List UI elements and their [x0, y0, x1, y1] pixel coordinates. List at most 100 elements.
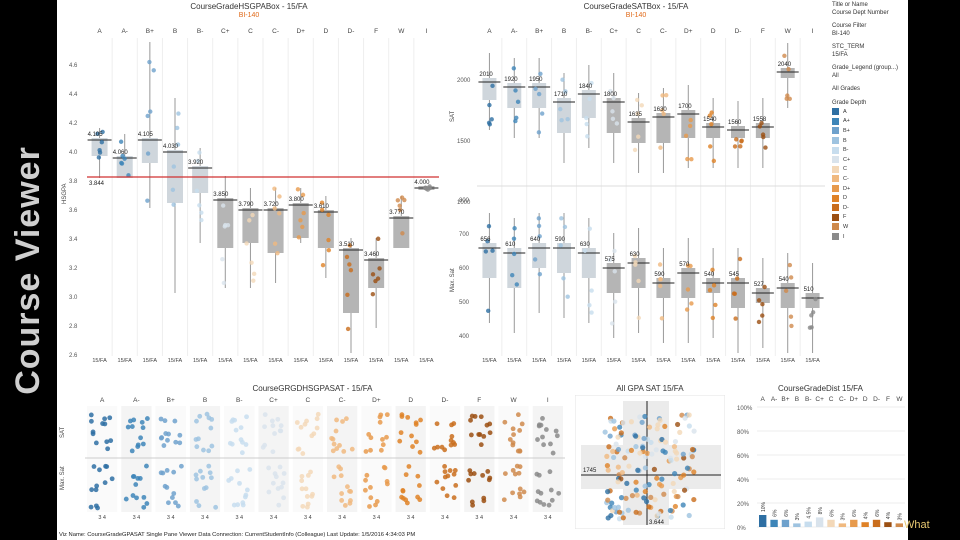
legend-item-label: A+	[843, 118, 850, 125]
data-point	[646, 504, 652, 510]
hsgpa-foot-row: 15/FA 15/FA 15/FA 15/FA 15/FA 15/FA 15/FA 15/FA…	[87, 358, 439, 364]
data-point	[347, 243, 353, 248]
data-point	[384, 412, 390, 418]
gpasat-plot[interactable]	[85, 406, 565, 514]
data-point	[222, 224, 228, 229]
data-point	[345, 484, 350, 490]
legend-item-label: D	[843, 195, 847, 202]
legend-item[interactable]: F	[832, 213, 905, 223]
legend-item[interactable]: D+	[832, 184, 905, 194]
median-label: 1700	[678, 104, 692, 110]
data-point	[162, 483, 168, 489]
grade-column-header: C+	[221, 28, 230, 35]
dist-panel[interactable]: CourseGradeDist 15/FA A A- B+ B B- C+ C C- D+ D D-…	[733, 382, 908, 530]
legend-item[interactable]: W	[832, 222, 905, 232]
data-point	[786, 66, 791, 72]
data-point	[304, 418, 309, 424]
data-point	[628, 419, 635, 425]
legend-item[interactable]: A+	[832, 117, 905, 127]
data-point	[221, 280, 227, 286]
box	[192, 166, 209, 193]
data-point	[470, 502, 476, 508]
gpasat-panel[interactable]: CourseGRGDHSGPASAT - 15/FA A A- B+ B B- C+ C C-…	[57, 382, 568, 530]
facet-background	[189, 406, 221, 512]
axis-tick: 700	[459, 232, 470, 238]
data-point	[756, 298, 762, 303]
box	[780, 68, 795, 78]
data-point	[100, 129, 105, 135]
data-point	[643, 498, 650, 505]
data-point	[425, 187, 431, 192]
legend-item[interactable]: A	[832, 107, 905, 117]
data-point	[502, 471, 508, 476]
sat-box-panel[interactable]: CourseGradeSATBox - 15/FA BI-140 A A- B+ B B…	[445, 0, 827, 378]
course-filter-value[interactable]: BI-140	[832, 30, 850, 37]
legend-item[interactable]: B+	[832, 126, 905, 136]
data-point	[171, 164, 177, 169]
sat-plot[interactable]: 2010 1920 1950 1710 1840 1800 1635 1630 1700 1540…	[477, 38, 825, 356]
data-point	[649, 451, 655, 457]
data-point	[381, 464, 387, 470]
legend-item[interactable]: D	[832, 193, 905, 203]
data-point	[177, 432, 183, 438]
data-point	[733, 316, 738, 321]
data-point	[178, 463, 184, 469]
data-point	[739, 138, 744, 143]
data-point	[410, 444, 415, 449]
scatter-panel[interactable]: All GPA SAT 15/FA 1745 3.644	[571, 382, 729, 530]
hsgpa-panel-title: CourseGradeHSGPABox - 15/FA	[190, 2, 308, 11]
data-point	[199, 217, 204, 223]
data-point	[668, 514, 674, 520]
data-point	[144, 416, 150, 421]
data-point	[158, 435, 164, 441]
data-point	[633, 479, 639, 485]
grade-column-header: W	[784, 28, 791, 35]
grade-column-header: D-	[441, 397, 449, 404]
dist-plot[interactable]: 10% 6% 6% 3% 4.5% 8% 6% 3% 6% 4% 6% 4% 3%	[757, 405, 905, 529]
median-label: 3.720	[264, 202, 280, 208]
all-grades-option[interactable]: All Grades	[832, 86, 861, 92]
data-point	[656, 511, 662, 517]
grade-column-header: C	[305, 397, 311, 404]
hsgpa-plot[interactable]: 4.105 4.060 4.105 4.030 3.920 3.850 3.790 3.720…	[87, 38, 439, 356]
data-point	[173, 439, 179, 445]
gpasat-foot-row: 3 4 3 4 3 4 3 4 3 4 3 4 3 4 3 4 3 4 3 4 3 4 3 4 3 4 3…	[85, 515, 565, 521]
sat-axis-bottom-label: Max. Sat	[450, 268, 456, 292]
grade-legend-value[interactable]: All	[832, 72, 839, 79]
grade-column-header: C-	[839, 396, 846, 403]
grade-column-header: D	[710, 28, 716, 35]
scatter-plot[interactable]: 1745 3.644	[575, 395, 725, 529]
data-point	[737, 256, 743, 262]
sat-axis-top-label: SAT	[450, 110, 456, 122]
data-point	[635, 97, 640, 103]
data-point	[280, 480, 286, 486]
dist-grade-header: A A- B+ B B- C+ C C- D+ D D- F W	[757, 396, 905, 403]
legend-item[interactable]: B	[832, 136, 905, 146]
legend-item[interactable]: C-	[832, 174, 905, 184]
data-point	[244, 487, 250, 493]
legend-item[interactable]: C+	[832, 155, 905, 165]
legend-swatch	[832, 156, 839, 164]
data-point	[639, 419, 645, 425]
data-point	[417, 449, 423, 455]
hsgpa-box-panel[interactable]: CourseGradeHSGPABox - 15/FA BI-140 A A- B+…	[57, 0, 441, 378]
legend-item[interactable]: I	[832, 232, 905, 242]
dist-panel-title: CourseGradeDist 15/FA	[778, 384, 863, 393]
data-point	[147, 59, 152, 65]
data-point	[490, 248, 495, 253]
median-label: 630	[630, 252, 641, 258]
data-point	[336, 464, 342, 470]
legend-item[interactable]: C	[832, 165, 905, 175]
data-point	[660, 93, 665, 98]
legend-item[interactable]: B-	[832, 145, 905, 155]
data-point	[370, 272, 376, 277]
grade-column-header: D	[408, 397, 414, 404]
data-point	[589, 288, 594, 293]
data-point	[326, 237, 331, 243]
data-point	[195, 158, 201, 164]
legend-item[interactable]: D-	[832, 203, 905, 213]
term-filter-value[interactable]: 15/FA	[832, 51, 848, 58]
data-point	[451, 421, 457, 426]
data-point	[561, 276, 566, 281]
bar	[827, 519, 835, 527]
